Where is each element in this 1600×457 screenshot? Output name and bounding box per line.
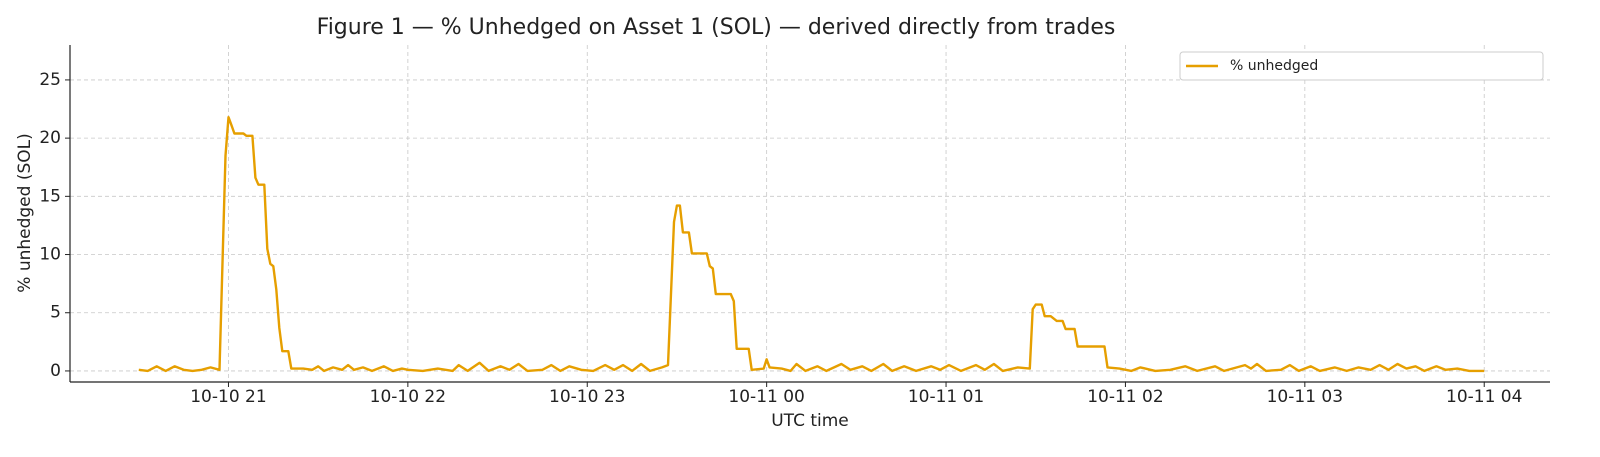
data-line	[138, 116, 1485, 373]
y-tick-label: 20	[39, 128, 61, 148]
x-tick-label: 10-11 03	[1267, 387, 1343, 407]
x-tick-label: 10-11 04	[1446, 387, 1522, 407]
legend-box	[1179, 51, 1544, 81]
y-tick-label: 0	[50, 361, 61, 381]
y-tick-label: 5	[50, 303, 61, 323]
x-axis-label: UTC time	[771, 411, 849, 431]
y-tick-label: 15	[39, 186, 61, 206]
y-axis-label: % unhedged (SOL)	[15, 133, 35, 292]
y-tick-label: 25	[39, 70, 61, 90]
x-tick-label: 10-10 23	[549, 387, 625, 407]
x-tick-label: 10-10 21	[190, 387, 266, 407]
x-tick-label: 10-11 01	[908, 387, 984, 407]
chart-title: Figure 1 — % Unhedged on Asset 1 (SOL) —…	[317, 15, 1116, 40]
x-tick-label: 10-11 02	[1087, 387, 1163, 407]
y-tick-label: 10	[39, 245, 61, 265]
x-tick-label: 10-10 22	[370, 387, 446, 407]
x-tick-label: 10-11 00	[728, 387, 804, 407]
legend-label: % unhedged	[1230, 58, 1318, 74]
